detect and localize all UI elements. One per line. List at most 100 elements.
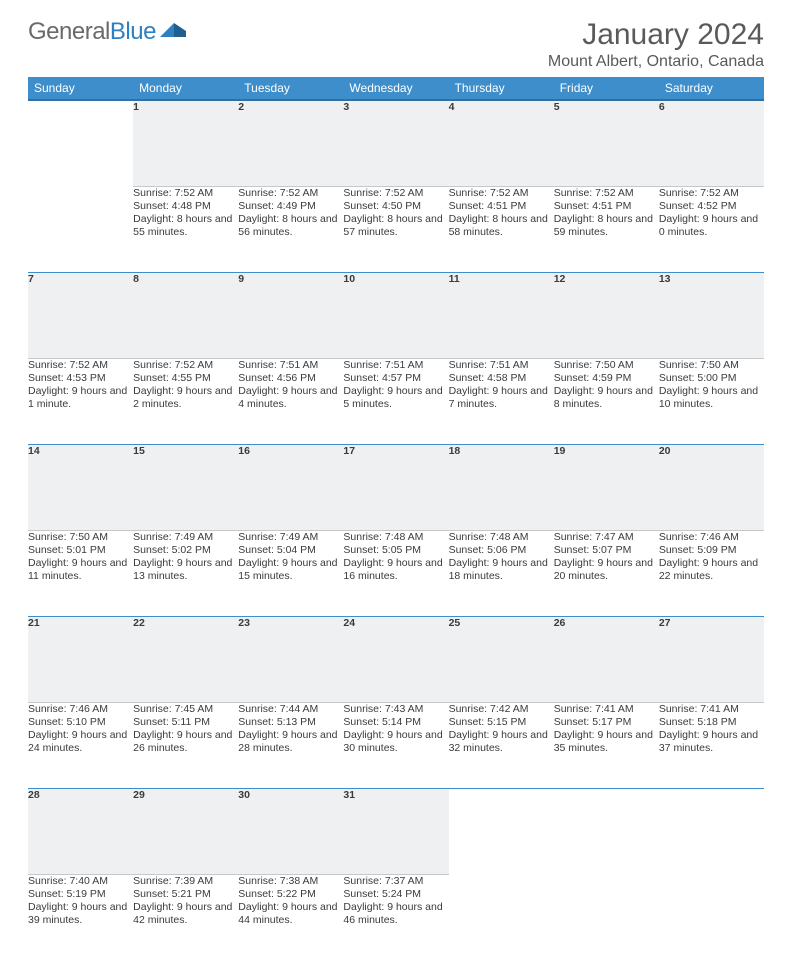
empty-cell bbox=[449, 874, 554, 960]
sunset-line: Sunset: 5:11 PM bbox=[133, 716, 238, 729]
day-cell: Sunrise: 7:48 AMSunset: 5:05 PMDaylight:… bbox=[343, 530, 448, 616]
day-number-cell: 31 bbox=[343, 788, 448, 874]
sunset-line: Sunset: 5:19 PM bbox=[28, 888, 133, 901]
sunset-line: Sunset: 4:53 PM bbox=[28, 372, 133, 385]
daylight-line-label: Daylight: bbox=[133, 901, 174, 913]
sunrise-line: Sunrise: 7:50 AM bbox=[28, 531, 133, 544]
daylight-line: Daylight: 9 hours and 4 minutes. bbox=[238, 385, 343, 411]
sunset-line: Sunset: 4:51 PM bbox=[449, 200, 554, 213]
sunrise-line-value: 7:52 AM bbox=[175, 359, 214, 371]
sunset-line: Sunset: 5:00 PM bbox=[659, 372, 764, 385]
daylight-line: Daylight: 9 hours and 24 minutes. bbox=[28, 729, 133, 755]
sunset-line-label: Sunset: bbox=[28, 372, 64, 384]
sunset-line-label: Sunset: bbox=[554, 716, 590, 728]
empty-cell bbox=[659, 788, 764, 874]
sunrise-line-value: 7:41 AM bbox=[700, 703, 739, 715]
sunset-line-label: Sunset: bbox=[343, 544, 379, 556]
day-cell: Sunrise: 7:50 AMSunset: 5:01 PMDaylight:… bbox=[28, 530, 133, 616]
sunrise-line-value: 7:40 AM bbox=[69, 875, 108, 887]
sunset-line-label: Sunset: bbox=[133, 544, 169, 556]
daylight-line: Daylight: 9 hours and 32 minutes. bbox=[449, 729, 554, 755]
day-number-cell: 13 bbox=[659, 272, 764, 358]
day-cell: Sunrise: 7:52 AMSunset: 4:50 PMDaylight:… bbox=[343, 186, 448, 272]
sunrise-line-label: Sunrise: bbox=[659, 531, 698, 543]
daylight-line-label: Daylight: bbox=[554, 557, 595, 569]
month-title: January 2024 bbox=[548, 18, 764, 51]
day-cell: Sunrise: 7:47 AMSunset: 5:07 PMDaylight:… bbox=[554, 530, 659, 616]
sunset-line: Sunset: 4:56 PM bbox=[238, 372, 343, 385]
sunset-line-value: 4:55 PM bbox=[172, 372, 211, 384]
sunset-line-value: 4:51 PM bbox=[592, 200, 631, 212]
sunset-line-label: Sunset: bbox=[659, 200, 695, 212]
day-cell: Sunrise: 7:40 AMSunset: 5:19 PMDaylight:… bbox=[28, 874, 133, 960]
sunrise-line: Sunrise: 7:40 AM bbox=[28, 875, 133, 888]
sunset-line: Sunset: 5:14 PM bbox=[343, 716, 448, 729]
daylight-line-label: Daylight: bbox=[238, 729, 279, 741]
sunrise-line-value: 7:51 AM bbox=[385, 359, 424, 371]
day-body-row: Sunrise: 7:50 AMSunset: 5:01 PM Daylight:… bbox=[28, 530, 764, 616]
sunrise-line-value: 7:51 AM bbox=[280, 359, 319, 371]
daylight-line-label: Daylight: bbox=[554, 213, 595, 225]
weekday-header-row: Sunday Monday Tuesday Wednesday Thursday… bbox=[28, 77, 764, 100]
day-body-row: Sunrise: 7:52 AMSunset: 4:53 PMDaylight:… bbox=[28, 358, 764, 444]
sunset-line-label: Sunset: bbox=[133, 888, 169, 900]
daylight-line-label: Daylight: bbox=[449, 557, 490, 569]
daylight-line: Daylight: 9 hours and 22 minutes. bbox=[659, 557, 764, 583]
sunrise-line: Sunrise: 7:45 AM bbox=[133, 703, 238, 716]
sunrise-line-value: 7:47 AM bbox=[595, 531, 634, 543]
daylight-line-label: Daylight: bbox=[28, 385, 69, 397]
sunrise-line: Sunrise: 7:52 AM bbox=[659, 187, 764, 200]
daylight-line: Daylight: 9 hours and 5 minutes. bbox=[343, 385, 448, 411]
sunset-line-label: Sunset: bbox=[449, 200, 485, 212]
day-number-cell: 7 bbox=[28, 272, 133, 358]
sunset-line: Sunset: 5:01 PM bbox=[28, 544, 133, 557]
daylight-line: Daylight: 9 hours and 44 minutes. bbox=[238, 901, 343, 927]
sunset-line: Sunset: 4:49 PM bbox=[238, 200, 343, 213]
sunset-line: Sunset: 4:55 PM bbox=[133, 372, 238, 385]
sunrise-line-label: Sunrise: bbox=[238, 875, 277, 887]
sunrise-line: Sunrise: 7:44 AM bbox=[238, 703, 343, 716]
sunrise-line-value: 7:45 AM bbox=[175, 703, 214, 715]
sunset-line-label: Sunset: bbox=[554, 200, 590, 212]
sunrise-line: Sunrise: 7:50 AM bbox=[659, 359, 764, 372]
sunrise-line: Sunrise: 7:52 AM bbox=[28, 359, 133, 372]
sunset-line: Sunset: 5:21 PM bbox=[133, 888, 238, 901]
sunrise-line-value: 7:44 AM bbox=[280, 703, 319, 715]
sunset-line-value: 4:51 PM bbox=[487, 200, 526, 212]
day-number-cell: 26 bbox=[554, 616, 659, 702]
sunset-line-label: Sunset: bbox=[238, 372, 274, 384]
sunrise-line-value: 7:52 AM bbox=[385, 187, 424, 199]
sunset-line-label: Sunset: bbox=[238, 200, 274, 212]
day-number-cell: 22 bbox=[133, 616, 238, 702]
sunset-line-value: 5:17 PM bbox=[592, 716, 631, 728]
sunrise-line-value: 7:51 AM bbox=[490, 359, 529, 371]
daylight-line: Daylight: 9 hours and 18 minutes. bbox=[449, 557, 554, 583]
sunrise-line-label: Sunrise: bbox=[659, 359, 698, 371]
day-body-row: Sunrise: 7:40 AMSunset: 5:19 PMDaylight:… bbox=[28, 874, 764, 960]
day-number-row: 21222324252627 bbox=[28, 616, 764, 702]
sunset-line-value: 4:48 PM bbox=[172, 200, 211, 212]
sunset-line-value: 5:10 PM bbox=[67, 716, 106, 728]
sunset-line: Sunset: 5:13 PM bbox=[238, 716, 343, 729]
daylight-line: Daylight: 9 hours and 46 minutes. bbox=[343, 901, 448, 927]
sunrise-line-value: 7:52 AM bbox=[175, 187, 214, 199]
sunrise-line-label: Sunrise: bbox=[449, 187, 488, 199]
sunrise-line-label: Sunrise: bbox=[133, 187, 172, 199]
day-number-row: 78910111213 bbox=[28, 272, 764, 358]
daylight-line: Daylight: 9 hours and 39 minutes. bbox=[28, 901, 133, 927]
sunrise-line: Sunrise: 7:51 AM bbox=[449, 359, 554, 372]
sunrise-line-label: Sunrise: bbox=[343, 187, 382, 199]
sunrise-line-label: Sunrise: bbox=[28, 703, 67, 715]
day-number-cell: 20 bbox=[659, 444, 764, 530]
sunrise-line: Sunrise: 7:52 AM bbox=[449, 187, 554, 200]
sunset-line-value: 5:18 PM bbox=[697, 716, 736, 728]
sunset-line: Sunset: 4:50 PM bbox=[343, 200, 448, 213]
day-cell: Sunrise: 7:52 AMSunset: 4:49 PMDaylight:… bbox=[238, 186, 343, 272]
sunrise-line-label: Sunrise: bbox=[449, 703, 488, 715]
daylight-line-label: Daylight: bbox=[659, 385, 700, 397]
sunrise-line-value: 7:48 AM bbox=[385, 531, 424, 543]
daylight-line: Daylight: 9 hours and 28 minutes. bbox=[238, 729, 343, 755]
day-cell: Sunrise: 7:46 AMSunset: 5:09 PMDaylight:… bbox=[659, 530, 764, 616]
sunset-line: Sunset: 5:24 PM bbox=[343, 888, 448, 901]
sunrise-line: Sunrise: 7:48 AM bbox=[449, 531, 554, 544]
